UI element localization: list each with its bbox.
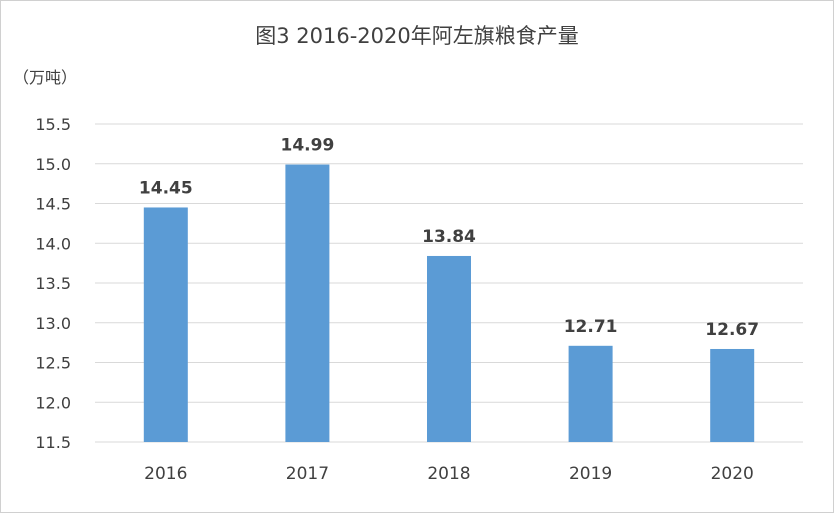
bar-2019 [568,345,613,442]
bar-2020 [710,348,755,442]
y-tick-label: 12.0 [35,393,71,412]
bar-2017 [285,164,330,443]
data-label-2019: 12.71 [564,317,618,337]
data-labels: 14.45 14.99 13.84 12.71 12.67 [139,136,759,340]
y-axis-unit-label: （万吨） [13,68,77,87]
y-tick-label: 11.5 [35,433,71,452]
bars [143,164,755,443]
x-axis-categories: 2016 2017 2018 2019 2020 [144,464,754,484]
bar-2018 [427,255,471,442]
bar-2016 [143,207,188,442]
y-tick-label: 13.5 [35,274,71,293]
y-tick-label: 14.5 [35,195,71,214]
y-tick-label: 15.0 [35,155,71,174]
x-category-2016: 2016 [144,464,187,484]
data-label-2017: 14.99 [281,136,335,156]
x-category-2020: 2020 [711,464,754,484]
y-tick-label: 14.0 [35,234,71,253]
data-label-2018: 13.84 [422,227,476,247]
x-category-2019: 2019 [569,464,612,484]
y-axis-ticks: 11.5 12.0 12.5 13.0 13.5 14.0 14.5 15.0 15.5 [35,115,71,452]
x-category-2017: 2017 [286,464,329,484]
x-category-2018: 2018 [427,464,470,484]
data-label-2020: 12.67 [705,320,759,340]
data-label-2016: 14.45 [139,178,193,198]
y-tick-label: 13.0 [35,314,71,333]
chart-title: 图3 2016-2020年阿左旗粮食产量 [255,24,579,48]
y-tick-label: 12.5 [35,354,71,373]
y-tick-label: 15.5 [35,115,71,134]
